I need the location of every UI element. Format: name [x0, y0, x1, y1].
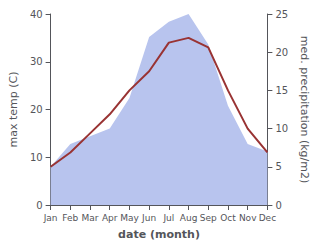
svg-text:Aug: Aug	[180, 213, 198, 223]
svg-text:25: 25	[275, 9, 288, 20]
svg-text:Jun: Jun	[141, 213, 156, 223]
svg-text:5: 5	[275, 161, 281, 172]
svg-text:0: 0	[275, 200, 281, 211]
svg-text:May: May	[120, 213, 139, 223]
svg-text:max temp (C): max temp (C)	[7, 71, 20, 147]
svg-text:Dec: Dec	[259, 213, 276, 223]
svg-text:Sep: Sep	[200, 213, 217, 223]
svg-text:Jul: Jul	[162, 213, 174, 223]
svg-text:20: 20	[30, 104, 43, 115]
svg-text:10: 10	[275, 123, 288, 134]
svg-text:15: 15	[275, 85, 288, 96]
svg-text:40: 40	[30, 9, 43, 20]
svg-text:20: 20	[275, 47, 288, 58]
svg-text:Nov: Nov	[239, 213, 257, 223]
svg-text:0: 0	[36, 200, 42, 211]
svg-text:Mar: Mar	[82, 213, 99, 223]
svg-text:Apr: Apr	[102, 213, 118, 223]
svg-text:10: 10	[30, 152, 43, 163]
svg-text:Jan: Jan	[43, 213, 58, 223]
svg-text:30: 30	[30, 56, 43, 67]
svg-text:Feb: Feb	[62, 213, 78, 223]
svg-text:Oct: Oct	[220, 213, 236, 223]
svg-text:date (month): date (month)	[118, 228, 200, 241]
svg-text:med. precipitation (kg/m2): med. precipitation (kg/m2)	[298, 36, 311, 184]
